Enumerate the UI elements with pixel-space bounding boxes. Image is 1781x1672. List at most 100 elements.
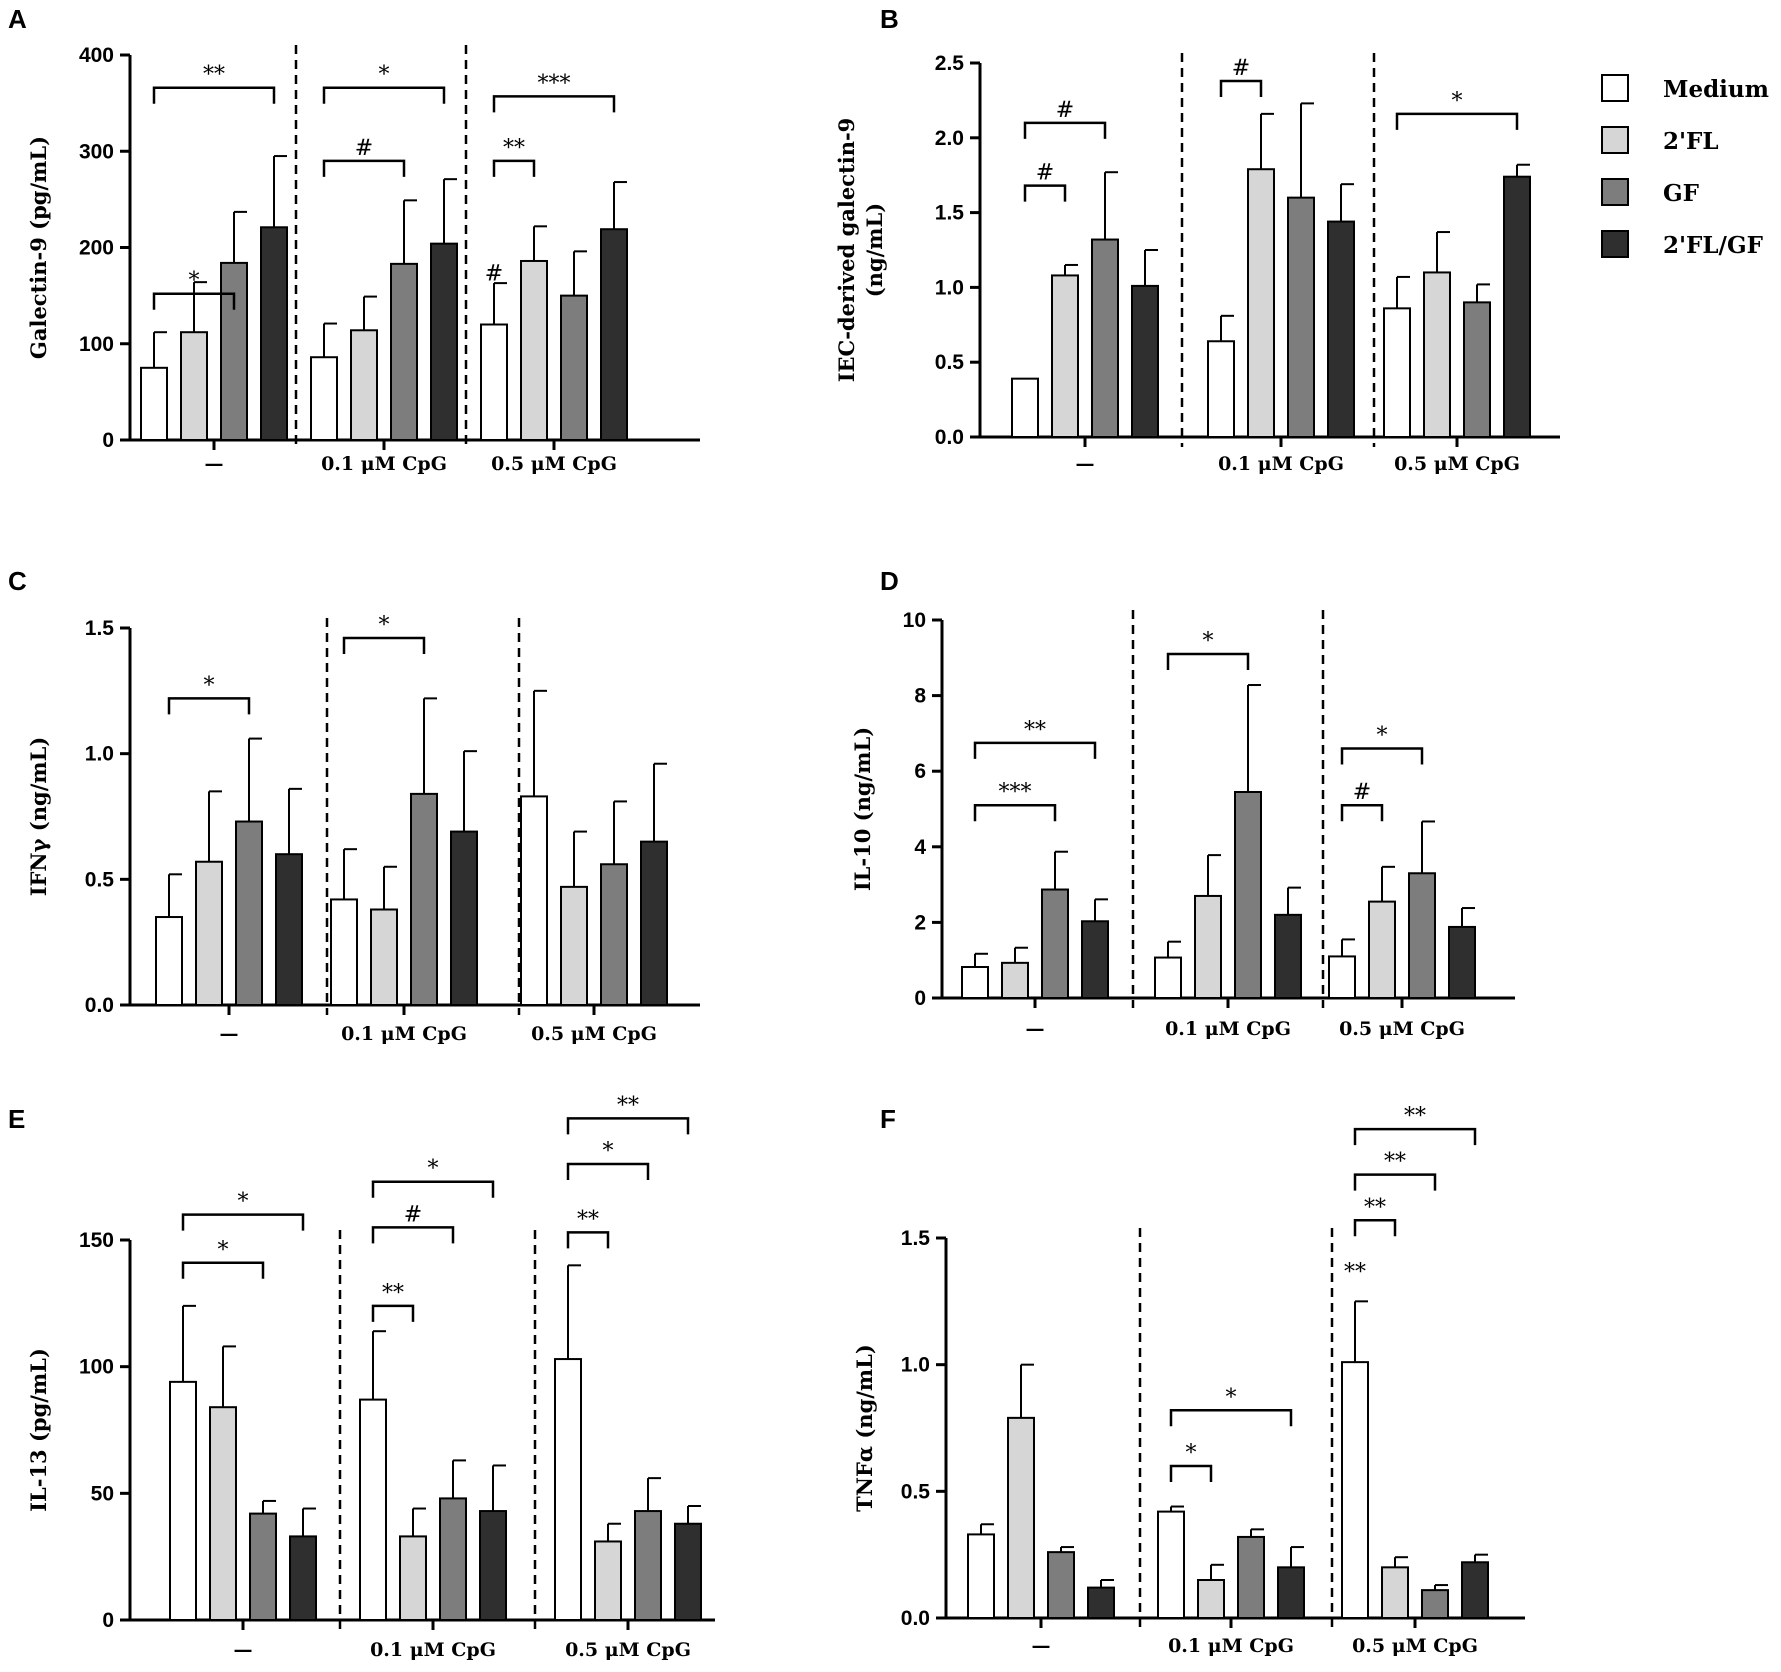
- y-tick-label-d: 8: [914, 685, 926, 708]
- significance-bracket-e: [566, 1162, 650, 1180]
- group-label-d: —: [1026, 1018, 1045, 1040]
- significance-label-e: **: [577, 1207, 599, 1232]
- significance-bracket-e: [181, 1213, 305, 1231]
- bar-f-2fl: [1007, 1416, 1035, 1620]
- bar-a-2fl: [180, 331, 208, 442]
- y-tick-label-b: 0.0: [935, 426, 964, 449]
- bar-d-medium: [961, 966, 989, 1000]
- bar-d-2flgf: [1081, 920, 1109, 999]
- significance-label-a: *: [189, 269, 200, 294]
- y-axis-label-e: IL-13 (pg/mL): [26, 1348, 51, 1512]
- panel-a: A 0 100 200 300 400 Galectin-9 (pg/mL) — 0.1 μM …: [8, 4, 700, 475]
- panel-letter-c: C: [8, 566, 27, 596]
- significance-label-c: *: [204, 673, 215, 698]
- significance-bracket-c: [167, 697, 251, 715]
- bar-f-gf: [1421, 1589, 1449, 1619]
- bar-c-medium: [155, 916, 183, 1006]
- bar-a-medium: [310, 356, 338, 442]
- y-tick-label-d: 10: [903, 609, 926, 632]
- y-axis-label-a: Galectin-9 (pg/mL): [26, 136, 51, 359]
- group-label-d: 0.5 μM CpG: [1339, 1018, 1465, 1040]
- significance-label-a: **: [203, 63, 225, 88]
- significance-bracket-a: [322, 159, 406, 177]
- significance-bracket-a: [152, 86, 276, 104]
- significance-bracket-a: [322, 86, 446, 104]
- significance-label-f: **: [1344, 1260, 1366, 1285]
- y-axis-label-d: IL-10 (ng/mL): [850, 727, 875, 891]
- bar-f-gf: [1047, 1551, 1075, 1619]
- group-label-b: 0.1 μM CpG: [1218, 453, 1344, 475]
- significance-label-e: *: [218, 1238, 229, 1263]
- bar-e-2fl: [209, 1406, 237, 1621]
- significance-bracket-b: [1023, 121, 1107, 139]
- legend-swatch-gf: [1601, 178, 1629, 206]
- bar-f-medium: [967, 1533, 995, 1620]
- bar-c-2fl: [370, 908, 398, 1007]
- significance-label-a: *: [379, 63, 390, 88]
- y-tick-label-c: 0.5: [85, 868, 115, 891]
- y-tick-label-b: 0.5: [935, 351, 965, 374]
- bar-f-gf: [1237, 1535, 1265, 1620]
- significance-label-f: *: [1186, 1441, 1197, 1466]
- significance-label-e: *: [603, 1139, 614, 1164]
- significance-label-b: #: [1232, 56, 1250, 81]
- bar-d-2fl: [1368, 900, 1396, 999]
- bar-a-2flgf: [260, 226, 288, 441]
- significance-bracket-e: [181, 1261, 265, 1279]
- significance-bracket-f: [1169, 1409, 1293, 1427]
- bar-d-2fl: [1194, 894, 1222, 999]
- group-label-e: 0.1 μM CpG: [370, 1639, 496, 1661]
- y-tick-label-e: 50: [91, 1482, 114, 1505]
- panel-letter-e: E: [8, 1104, 25, 1134]
- bar-a-medium: [140, 366, 168, 441]
- group-label-a: 0.5 μM CpG: [491, 453, 617, 475]
- significance-label-d: ***: [999, 780, 1032, 805]
- significance-bracket-d: [1340, 803, 1384, 822]
- bar-e-medium: [554, 1358, 582, 1621]
- bar-f-2fl: [1381, 1566, 1409, 1620]
- bar-a-gf: [220, 261, 248, 441]
- bar-e-medium: [359, 1398, 387, 1621]
- legend-swatch-medium: [1601, 74, 1629, 102]
- y-tick-label-a: 100: [79, 333, 114, 356]
- significance-label-a: #: [355, 136, 373, 161]
- bar-b-medium: [1207, 340, 1235, 439]
- significance-label-e: #: [404, 1202, 422, 1227]
- significance-label-e: **: [617, 1093, 639, 1118]
- bar-b-2fl: [1247, 168, 1275, 438]
- significance-label-d: *: [1203, 629, 1214, 654]
- panel-c: C 0.0 0.5 1.0 1.5 IFNγ (ng/mL) — 0.1 μM CpG 0.5 …: [8, 566, 700, 1045]
- significance-label-a: #: [485, 262, 503, 287]
- bar-a-medium: [480, 323, 508, 441]
- y-tick-label-e: 150: [79, 1229, 114, 1252]
- bar-f-medium: [1341, 1361, 1369, 1619]
- significance-bracket-d: [973, 803, 1057, 822]
- significance-bracket-b: [1023, 184, 1067, 202]
- bar-d-2flgf: [1274, 913, 1302, 1000]
- legend-label-medium: Medium: [1663, 76, 1769, 103]
- significance-bracket-f: [1353, 1173, 1437, 1191]
- y-tick-label-f: 1.0: [901, 1354, 930, 1377]
- significance-label-a: ***: [538, 71, 571, 96]
- y-tick-label-b: 1.0: [935, 276, 964, 299]
- bar-a-gf: [560, 294, 588, 441]
- y-tick-label-f: 1.5: [901, 1227, 931, 1250]
- bar-b-2flgf: [1503, 175, 1531, 438]
- significance-bracket-e: [371, 1304, 415, 1322]
- y-tick-label-b: 2.5: [935, 52, 965, 75]
- significance-label-d: *: [1377, 724, 1388, 749]
- legend-swatch-2fl: [1601, 126, 1629, 154]
- significance-bracket-e: [566, 1231, 610, 1249]
- y-tick-label-f: 0.5: [901, 1480, 931, 1503]
- bar-c-2fl: [195, 860, 223, 1006]
- significance-bracket-d: [1166, 652, 1250, 671]
- significance-label-b: *: [1452, 89, 1463, 114]
- significance-label-e: *: [428, 1157, 439, 1182]
- legend-swatch-2fl-gf: [1601, 230, 1629, 258]
- bar-d-gf: [1234, 790, 1262, 999]
- group-label-c: 0.1 μM CpG: [341, 1023, 467, 1045]
- bar-c-gf: [235, 820, 263, 1006]
- significance-label-f: *: [1226, 1385, 1237, 1410]
- significance-bracket-e: [566, 1117, 690, 1135]
- y-tick-label-c: 1.5: [85, 617, 115, 640]
